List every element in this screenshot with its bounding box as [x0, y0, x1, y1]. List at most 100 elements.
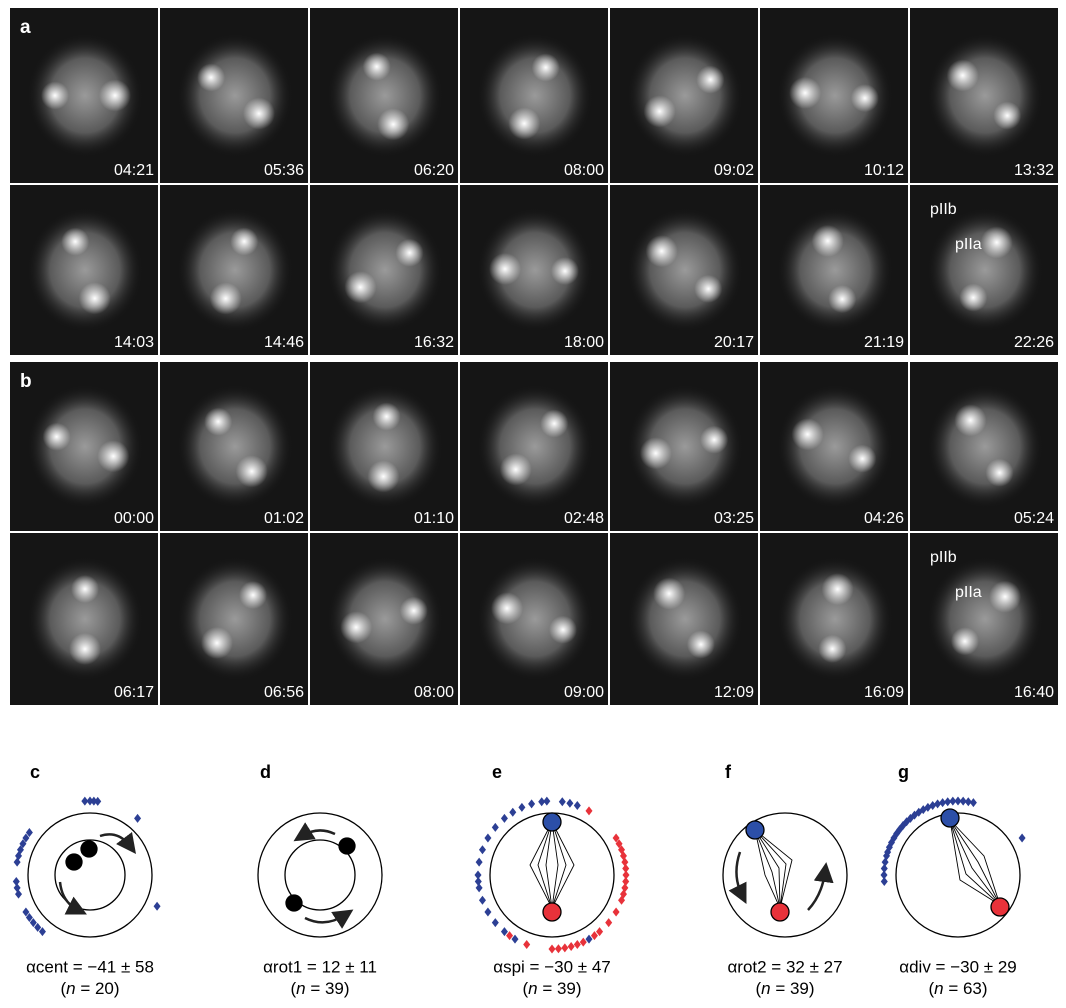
- cell-glow: [177, 208, 293, 332]
- diagram-label: f: [725, 762, 732, 782]
- bright-spot: [236, 455, 268, 487]
- cell-glow: [27, 208, 143, 332]
- sample-size: (n = 20): [60, 979, 119, 998]
- bright-spot: [822, 573, 854, 605]
- formula: αrot2 = 32 ± 27: [727, 957, 842, 976]
- diagram-label: c: [30, 762, 40, 782]
- bright-spot: [700, 426, 728, 454]
- bright-spot: [696, 66, 724, 94]
- timestamp: 14:03: [114, 334, 154, 351]
- cell-glow: [777, 385, 893, 509]
- timestamp: 05:24: [1014, 510, 1054, 527]
- timestamp: 21:19: [864, 334, 904, 351]
- bright-spot: [851, 84, 879, 112]
- timestamp: 06:17: [114, 684, 154, 701]
- bright-spot: [500, 453, 532, 485]
- angle-point: [475, 871, 482, 880]
- timestamp: 20:17: [714, 334, 754, 351]
- sample-size-part: n: [934, 979, 943, 998]
- angle-point: [492, 918, 499, 927]
- bright-spot: [243, 98, 275, 130]
- formula: αrot1 = 12 ± 11: [263, 957, 377, 976]
- bright-spot: [363, 53, 391, 81]
- bright-spot: [687, 630, 715, 658]
- timestamp: 01:02: [264, 510, 304, 527]
- timestamp: 10:12: [864, 162, 904, 179]
- angle-point: [14, 883, 21, 892]
- cell-glow: [927, 34, 1043, 158]
- timestamp: 08:00: [414, 684, 454, 701]
- angle-point: [94, 797, 101, 806]
- bright-spot: [828, 285, 856, 313]
- sample-size-part: = 20): [76, 979, 120, 998]
- cell-glow: [327, 34, 443, 158]
- diagram-label: g: [898, 762, 909, 782]
- timestamp: 16:09: [864, 684, 904, 701]
- cell-label: pIIa: [955, 236, 982, 253]
- timestamp: 01:10: [414, 510, 454, 527]
- timestamp: 02:48: [564, 510, 604, 527]
- bright-spot: [340, 611, 372, 643]
- cell-glow: [927, 208, 1043, 332]
- cell-glow: [477, 34, 593, 158]
- angle-point: [574, 940, 581, 949]
- sample-size-part: = 39): [538, 979, 582, 998]
- sample-size-part: = 39): [306, 979, 350, 998]
- angle-point: [621, 883, 628, 892]
- bright-spot: [508, 108, 540, 140]
- bright-spot: [210, 283, 242, 315]
- timestamp: 09:00: [564, 684, 604, 701]
- timestamp: 12:09: [714, 684, 754, 701]
- angle-point: [882, 858, 889, 867]
- angle-point: [970, 798, 977, 807]
- panel-label: a: [20, 17, 31, 38]
- angle-point: [14, 858, 21, 867]
- timestamp: 06:20: [414, 162, 454, 179]
- angle-point: [479, 896, 486, 905]
- formula: αdiv = −30 ± 29: [899, 957, 1016, 976]
- bright-spot: [396, 239, 424, 267]
- cell-label: pIIb: [930, 201, 957, 218]
- angle-point: [509, 808, 516, 817]
- bright-spot: [230, 227, 258, 255]
- angle-point: [934, 799, 941, 808]
- diagram-label: e: [492, 762, 502, 782]
- bright-spot: [818, 635, 846, 663]
- angle-point: [528, 799, 535, 808]
- cell-glow: [177, 34, 293, 158]
- angle-point: [605, 918, 612, 927]
- panel-label: b: [20, 371, 32, 392]
- bright-spot: [540, 410, 568, 438]
- bright-spot: [61, 228, 89, 256]
- cell-glow: [777, 208, 893, 332]
- bright-spot: [491, 592, 523, 624]
- sample-size-part: n: [66, 979, 75, 998]
- angle-point: [518, 803, 525, 812]
- bright-spot: [812, 225, 844, 257]
- cell-label: pIIa: [955, 584, 982, 601]
- bright-spot: [204, 408, 232, 436]
- bright-spot: [367, 460, 399, 492]
- cell-glow: [927, 385, 1043, 509]
- cell-glow: [927, 557, 1043, 681]
- bright-spot: [789, 77, 821, 109]
- timestamp: 16:32: [414, 334, 454, 351]
- timestamp: 09:02: [714, 162, 754, 179]
- sample-size-part: n: [528, 979, 537, 998]
- cell-glow: [627, 34, 743, 158]
- bright-spot: [848, 445, 876, 473]
- angle-point: [566, 799, 573, 808]
- sample-size-part: n: [296, 979, 305, 998]
- cell-glow: [627, 557, 743, 681]
- angle-point: [484, 834, 491, 843]
- diagram-label: d: [260, 762, 271, 782]
- sample-size-part: = 39): [771, 979, 815, 998]
- angle-point: [484, 908, 491, 917]
- timestamp: 18:00: [564, 334, 604, 351]
- timestamp: 00:00: [114, 510, 154, 527]
- angle-point: [549, 945, 556, 954]
- bright-spot: [653, 578, 685, 610]
- cell-label: pIIb: [930, 549, 957, 566]
- bright-spot: [551, 257, 579, 285]
- timestamp: 05:36: [264, 162, 304, 179]
